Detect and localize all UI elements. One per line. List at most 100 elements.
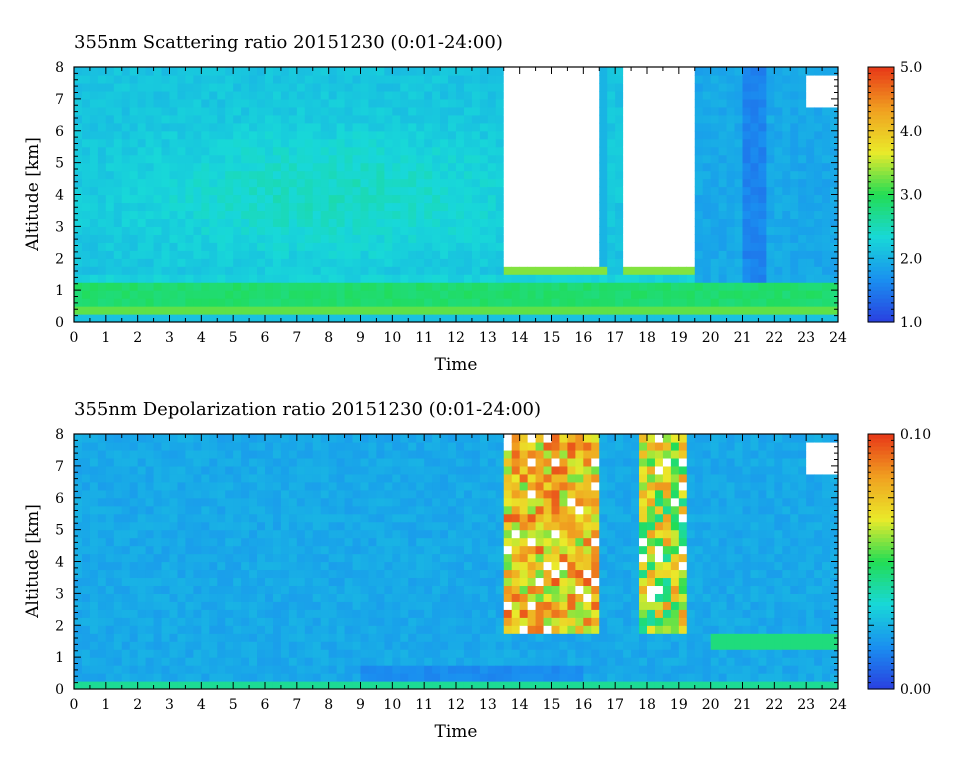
heatmap-cell <box>463 306 473 315</box>
heatmap-cell <box>177 114 187 124</box>
heatmap-cell <box>360 537 370 547</box>
heatmap-cell <box>639 234 648 243</box>
heatmap-cell <box>416 98 425 108</box>
heatmap-cell <box>312 585 322 594</box>
heatmap-cell <box>193 258 202 267</box>
heatmap-cell <box>448 561 457 571</box>
heatmap-cell <box>201 266 210 275</box>
heatmap-cell <box>296 497 306 507</box>
heatmap-cell <box>487 146 497 156</box>
heatmap-cell <box>718 154 728 164</box>
heatmap-cell <box>384 67 393 76</box>
heatmap-cell <box>575 146 584 156</box>
heatmap-cell <box>527 130 537 140</box>
heatmap-cell <box>280 290 290 299</box>
heatmap-cell <box>384 90 393 100</box>
heatmap-cell <box>201 625 210 634</box>
heatmap-cell <box>822 202 831 212</box>
heatmap-cell <box>217 537 226 547</box>
heatmap-cell <box>161 593 171 602</box>
heatmap-cell <box>304 306 314 315</box>
heatmap-cell <box>81 194 91 204</box>
heatmap-cell <box>758 314 767 322</box>
heatmap-cell <box>89 258 99 267</box>
heatmap-cell <box>249 146 258 156</box>
heatmap-cell <box>392 513 401 523</box>
heatmap-cell <box>161 649 171 658</box>
heatmap-cell <box>304 561 314 571</box>
heatmap-cell <box>615 170 624 180</box>
heatmap-cell <box>185 585 194 594</box>
heatmap-cell <box>790 298 799 307</box>
heatmap-cell <box>607 282 616 291</box>
heatmap-cell <box>503 154 513 164</box>
heatmap-cell <box>257 250 266 259</box>
heatmap-cell <box>400 449 409 459</box>
heatmap-cell <box>734 218 744 227</box>
heatmap-cell <box>312 537 322 547</box>
heatmap-cell <box>774 90 783 100</box>
heatmap-cell <box>280 441 290 451</box>
heatmap-cell <box>368 641 378 650</box>
heatmap-cell <box>320 617 330 626</box>
heatmap-cell <box>424 545 433 555</box>
heatmap-cell <box>448 513 457 523</box>
heatmap-cell <box>647 282 656 291</box>
heatmap-cell <box>233 441 242 451</box>
heatmap-cell <box>241 673 250 682</box>
heatmap-cell <box>368 681 378 689</box>
heatmap-cell <box>575 122 584 132</box>
heatmap-cell <box>74 242 83 251</box>
heatmap-cell <box>328 609 338 618</box>
heatmap-cell <box>376 274 385 283</box>
heatmap-cell <box>280 90 290 100</box>
heatmap-cell <box>487 274 497 283</box>
heatmap-cell <box>432 537 441 547</box>
heatmap-cell <box>559 90 569 100</box>
heatmap-cell <box>710 98 720 108</box>
heatmap-cell <box>694 202 704 212</box>
heatmap-cell <box>225 74 234 84</box>
heatmap-cell <box>432 98 441 108</box>
heatmap-cell <box>265 282 274 291</box>
colorbar-cell <box>868 98 894 104</box>
heatmap-cell <box>822 154 831 164</box>
heatmap-cell <box>567 242 576 251</box>
heatmap-cell <box>670 98 680 108</box>
heatmap-cell <box>193 98 202 108</box>
heatmap-cell <box>432 641 441 650</box>
heatmap-cell <box>647 226 656 235</box>
heatmap-cell <box>583 226 592 235</box>
heatmap-cell <box>81 537 91 547</box>
heatmap-cell <box>288 441 298 451</box>
heatmap-cell <box>798 122 807 132</box>
heatmap-cell <box>328 489 338 499</box>
heatmap-cell <box>225 601 234 610</box>
heatmap-cell <box>384 234 393 243</box>
heatmap-cell <box>440 473 449 483</box>
heatmap-cell <box>137 106 147 116</box>
heatmap-cell <box>97 234 107 243</box>
heatmap-cell <box>670 130 680 140</box>
heatmap-cell <box>344 258 354 267</box>
heatmap-cell <box>694 67 704 76</box>
heatmap-cell <box>758 162 767 172</box>
heatmap-cell <box>193 457 202 467</box>
heatmap-cell <box>169 170 179 180</box>
heatmap-cell <box>814 186 823 196</box>
heatmap-cell <box>479 106 489 116</box>
heatmap-cell <box>448 306 457 315</box>
heatmap-cell <box>591 290 600 299</box>
x-tick-label: 7 <box>292 330 301 346</box>
heatmap-cell <box>241 537 250 547</box>
heatmap-cell <box>217 210 226 220</box>
heatmap-cell <box>623 186 632 196</box>
heatmap-cell <box>360 146 370 156</box>
heatmap-cell <box>81 657 91 666</box>
heatmap-cell <box>249 601 258 610</box>
heatmap-cell <box>225 465 234 475</box>
heatmap-cell <box>89 617 99 626</box>
heatmap-cell <box>400 434 409 443</box>
heatmap-cell <box>89 673 99 682</box>
heatmap-cell <box>519 178 529 188</box>
